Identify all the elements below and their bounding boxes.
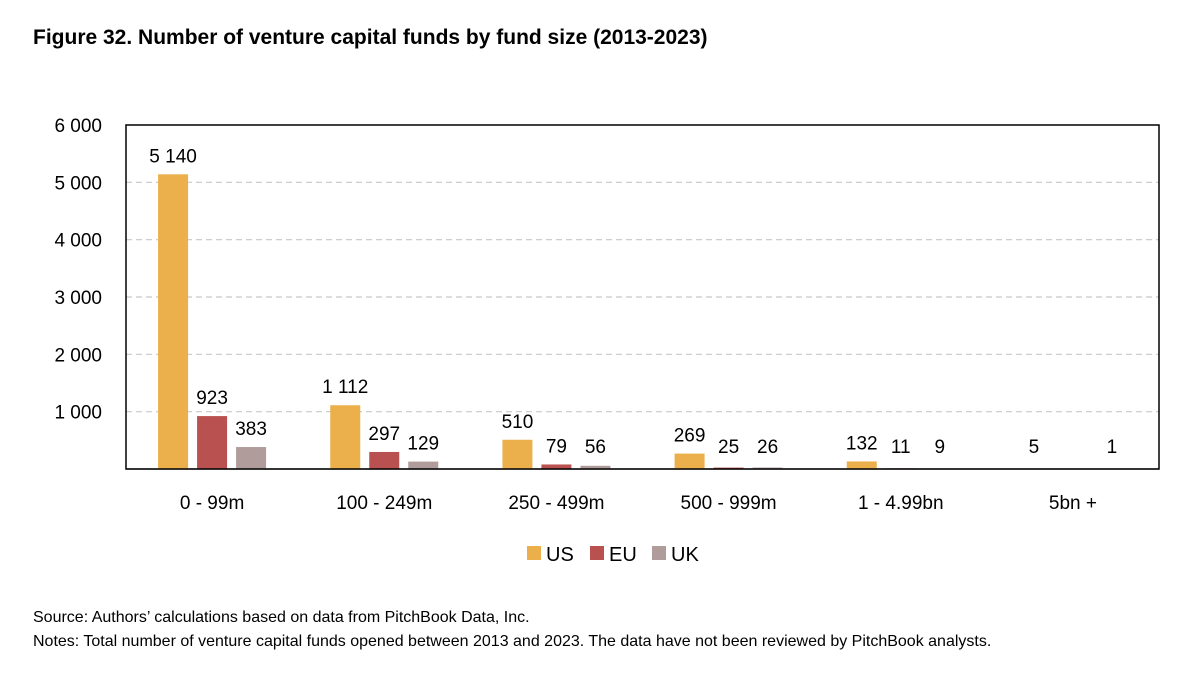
y-tick-label: 6 000 xyxy=(54,116,102,137)
bar-us xyxy=(158,174,189,469)
legend-label-eu: EU xyxy=(609,544,637,566)
x-axis: 0 - 99m 100 - 249m 250 - 499m 500 - 999m 1 -… xyxy=(180,493,1097,514)
y-tick-label: 5 000 xyxy=(54,173,102,194)
data-label: 56 xyxy=(585,437,606,458)
bar-chart: 5 140 923 383 1 112 297 129 510 79 56 269 25 26 132 1… xyxy=(54,116,1160,566)
x-tick-label: 250 - 499m xyxy=(508,493,604,514)
data-label: 26 xyxy=(757,437,778,458)
data-label: 11 xyxy=(891,437,911,458)
data-label: 9 xyxy=(934,437,945,458)
data-label: 5 140 xyxy=(149,146,197,167)
y-tick-label: 3 000 xyxy=(54,288,102,309)
legend-swatch-uk xyxy=(652,546,666,560)
notes-text: Notes: Total number of venture capital f… xyxy=(33,633,992,650)
y-tick-label: 4 000 xyxy=(54,231,102,252)
bar-us xyxy=(502,439,533,469)
bar-eu xyxy=(369,451,400,469)
y-axis: 1 000 2 000 3 000 4 000 5 000 6 000 xyxy=(54,116,102,424)
legend-swatch-us xyxy=(527,546,541,560)
bar-us xyxy=(674,453,705,469)
bar-us xyxy=(330,405,361,469)
y-tick-label: 1 000 xyxy=(54,403,102,424)
data-label: 923 xyxy=(196,388,228,409)
legend: US EU UK xyxy=(527,544,699,566)
bar-uk xyxy=(408,461,439,469)
data-label: 25 xyxy=(718,437,739,458)
bars xyxy=(158,174,1127,469)
x-tick-label: 5bn + xyxy=(1049,493,1097,514)
data-label: 129 xyxy=(407,434,439,455)
data-label: 79 xyxy=(546,436,567,457)
data-label: 1 xyxy=(1107,437,1118,458)
x-tick-label: 500 - 999m xyxy=(681,493,777,514)
data-labels: 5 140 923 383 1 112 297 129 510 79 56 269 25 26 132 1… xyxy=(149,146,1117,458)
legend-label-us: US xyxy=(546,544,574,566)
x-tick-label: 0 - 99m xyxy=(180,493,244,514)
bar-uk xyxy=(236,447,267,469)
data-label: 383 xyxy=(235,419,267,440)
data-label: 269 xyxy=(674,426,706,447)
bar-eu xyxy=(541,464,572,469)
x-tick-label: 1 - 4.99bn xyxy=(858,493,944,514)
figure-title: Figure 32. Number of venture capital fun… xyxy=(33,26,708,49)
data-label: 297 xyxy=(368,424,400,445)
plot-frame xyxy=(125,124,1160,470)
data-label: 1 112 xyxy=(322,377,368,398)
x-tick-label: 100 - 249m xyxy=(336,493,432,514)
bar-eu xyxy=(197,416,228,469)
data-label: 5 xyxy=(1029,437,1040,458)
gridlines xyxy=(126,181,1159,470)
legend-label-uk: UK xyxy=(671,544,699,566)
bar-uk xyxy=(580,465,611,469)
bar-us xyxy=(846,461,877,469)
source-note: Source: Authors’ calculations based on d… xyxy=(33,609,530,626)
y-tick-label: 2 000 xyxy=(54,345,102,366)
data-label: 510 xyxy=(502,412,534,433)
data-label: 132 xyxy=(846,433,878,454)
legend-swatch-eu xyxy=(590,546,604,560)
